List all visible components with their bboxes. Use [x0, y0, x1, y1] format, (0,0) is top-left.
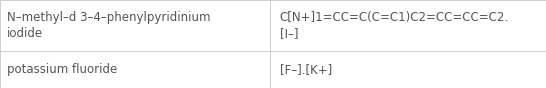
Text: N–methyl–d 3–4–phenylpyridinium
iodide: N–methyl–d 3–4–phenylpyridinium iodide: [7, 11, 210, 40]
Text: [F–].[K+]: [F–].[K+]: [280, 63, 332, 76]
Text: potassium fluoride: potassium fluoride: [7, 63, 117, 76]
Text: C[N+]1=CC=C(C=C1)C2=CC=CC=C2.
[I–]: C[N+]1=CC=C(C=C1)C2=CC=CC=C2. [I–]: [280, 11, 509, 40]
